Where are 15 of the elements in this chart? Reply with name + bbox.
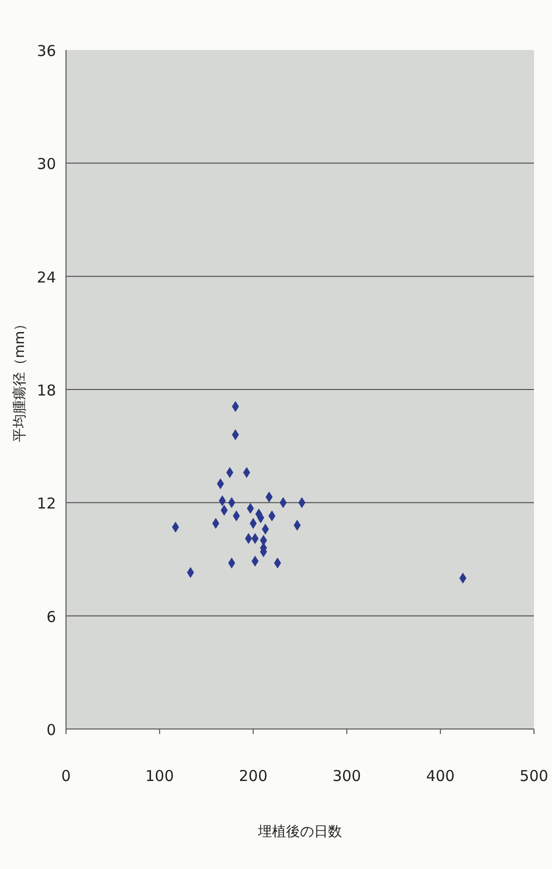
x-tick-label: 300 — [332, 767, 362, 785]
y-tick-label: 36 — [36, 42, 56, 60]
y-tick-label: 24 — [36, 268, 56, 286]
y-tick-label: 6 — [46, 608, 56, 626]
x-tick-label: 0 — [61, 767, 71, 785]
x-tick-label: 100 — [145, 767, 174, 785]
x-axis-title: 埋植後の日数 — [257, 824, 342, 840]
x-tick-label: 400 — [426, 767, 455, 785]
y-axis-title: 平均腫瘍径（mm） — [12, 316, 28, 442]
y-tick-label: 0 — [46, 721, 56, 739]
x-tick-label: 500 — [520, 767, 548, 785]
y-tick-label: 12 — [36, 494, 56, 513]
y-tick-label: 30 — [36, 155, 56, 174]
y-tick-label: 18 — [36, 382, 56, 400]
x-tick-label: 200 — [238, 767, 268, 785]
